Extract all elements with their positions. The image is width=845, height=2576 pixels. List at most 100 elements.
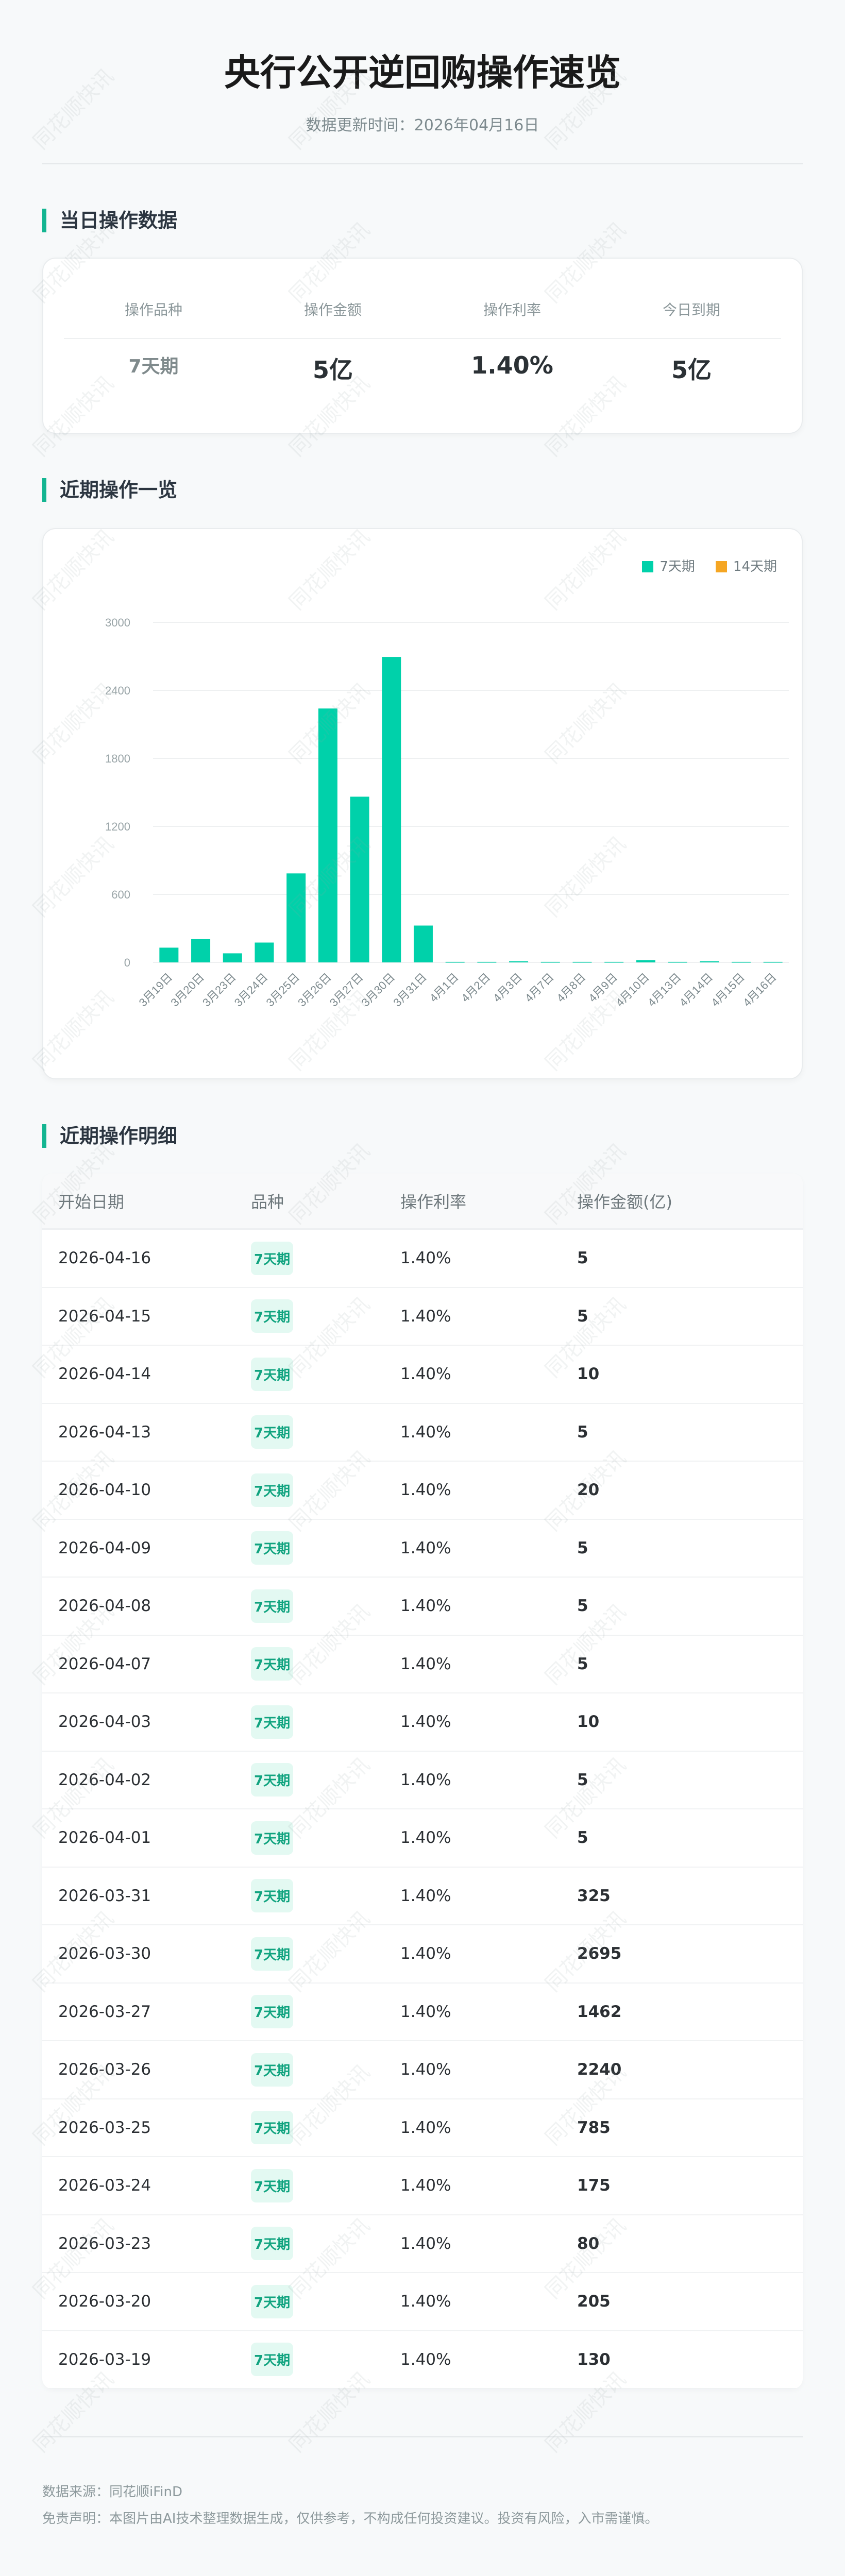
x-tick-label: 4月13日 (645, 971, 684, 1009)
col-header-date: 开始日期 (58, 1192, 125, 1212)
cell-rate: 1.40% (400, 1365, 451, 1384)
cell-amount: 175 (577, 2176, 611, 2195)
cell-rate: 1.40% (400, 1886, 451, 1905)
cell-type: 7天期 (251, 1531, 400, 1565)
type-badge: 7天期 (251, 1705, 294, 1739)
cell-date: 2026-03-24 (58, 2176, 151, 2195)
cell-type: 7天期 (251, 2053, 400, 2087)
cell-date: 2026-03-31 (58, 1886, 151, 1905)
stat-labels: 操作品种 操作金额 操作利率 今日到期 (64, 299, 781, 319)
table-row: 2026-03-27 7天期 1.40% 1462 (42, 1984, 803, 2041)
x-tick-label: 4月7日 (522, 971, 556, 1005)
chart-card: 7天期 14天期 0 600 1200 1800 2400 3000 3月19日 3月20日 3… (42, 528, 803, 1079)
bar-chart: 0 600 1200 1800 2400 3000 3月19日3月20日3月23日3月24日… (105, 616, 789, 1009)
table-row: 2026-04-07 7天期 1.40% 5 (42, 1636, 803, 1693)
cell-date: 2026-04-08 (58, 1597, 151, 1616)
cell-amount: 5 (577, 1654, 588, 1673)
table-row: 2026-03-30 7天期 1.40% 2695 (42, 1925, 803, 1984)
y-tick-label: 3000 (105, 616, 130, 629)
table-row: 2026-03-19 7天期 1.40% 130 (42, 2331, 803, 2389)
bar-7d (318, 708, 337, 962)
col-header-amount: 操作金额(亿) (577, 1192, 672, 1212)
header-divider (42, 163, 803, 164)
bar-7d (763, 961, 783, 963)
col-header-type: 品种 (251, 1192, 284, 1212)
cell-rate: 1.40% (400, 2350, 451, 2369)
x-tick-label: 3月27日 (327, 971, 366, 1009)
cell-date: 2026-03-27 (58, 2002, 151, 2021)
table-row: 2026-04-13 7天期 1.40% 5 (42, 1404, 803, 1462)
cell-type: 7天期 (251, 1241, 400, 1275)
type-badge: 7天期 (251, 1879, 294, 1913)
table-row: 2026-04-01 7天期 1.40% 5 (42, 1809, 803, 1868)
cell-amount: 205 (577, 2292, 611, 2311)
cell-rate: 1.40% (400, 1770, 451, 1789)
cell-date: 2026-04-07 (58, 1654, 151, 1673)
stat-label-type: 操作品种 (124, 301, 182, 318)
bar-7d (413, 925, 433, 962)
cell-rate: 1.40% (400, 1307, 451, 1326)
x-tick-label: 4月8日 (554, 971, 588, 1005)
table-row: 2026-03-26 7天期 1.40% 2240 (42, 2041, 803, 2099)
bar-7d (286, 873, 306, 962)
y-tick-label: 1800 (105, 752, 130, 765)
type-badge: 7天期 (251, 2343, 294, 2377)
cell-rate: 1.40% (400, 2118, 451, 2137)
table-row: 2026-04-14 7天期 1.40% 10 (42, 1346, 803, 1404)
cell-date: 2026-04-09 (58, 1538, 151, 1557)
x-tick-label: 4月10日 (613, 971, 652, 1009)
bar-7d (477, 961, 497, 963)
legend-item-7d[interactable]: 7天期 (642, 556, 695, 575)
cell-amount: 5 (577, 1770, 588, 1789)
table-row: 2026-04-02 7天期 1.40% 5 (42, 1752, 803, 1809)
type-badge: 7天期 (251, 1995, 294, 2029)
table-row: 2026-04-15 7天期 1.40% 5 (42, 1288, 803, 1346)
type-badge: 7天期 (251, 2227, 294, 2261)
detail-table: 开始日期 品种 操作利率 操作金额(亿) 2026-04-16 7天期 1.40… (42, 1174, 803, 2389)
cell-amount: 5 (577, 1538, 588, 1557)
cell-type: 7天期 (251, 1473, 400, 1507)
stat-value-amount: 5亿 (312, 356, 353, 384)
bar-7d (159, 947, 179, 962)
bar-7d (445, 961, 465, 963)
type-badge: 7天期 (251, 1473, 294, 1507)
x-tick-label: 3月26日 (295, 971, 334, 1009)
cell-amount: 785 (577, 2118, 611, 2137)
x-tick-label: 4月2日 (459, 971, 493, 1005)
cell-type: 7天期 (251, 1357, 400, 1391)
table-header: 开始日期 品种 操作利率 操作金额(亿) (42, 1174, 803, 1230)
stat-value-maturity: 5亿 (671, 356, 712, 384)
table-row: 2026-03-20 7天期 1.40% 205 (42, 2273, 803, 2331)
cell-rate: 1.40% (400, 1481, 451, 1500)
cell-amount: 5 (577, 1249, 588, 1268)
cell-type: 7天期 (251, 2284, 400, 2318)
cell-date: 2026-04-02 (58, 1770, 151, 1789)
y-tick-label: 2400 (105, 684, 130, 697)
bar-7d (700, 961, 719, 962)
x-tick-label: 4月3日 (491, 971, 525, 1005)
cell-type: 7天期 (251, 1937, 400, 1971)
legend-label-7d: 7天期 (660, 559, 695, 574)
stat-values: 7天期 5亿 1.40% 5亿 (64, 351, 781, 385)
table-row: 2026-04-16 7天期 1.40% 5 (42, 1230, 803, 1288)
cell-amount: 130 (577, 2350, 611, 2369)
cell-amount: 10 (577, 1713, 600, 1732)
table-row: 2026-04-08 7天期 1.40% 5 (42, 1578, 803, 1636)
today-stats-card: 操作品种 操作金额 操作利率 今日到期 7天期 5亿 1.40% 5亿 (42, 258, 803, 434)
legend-item-14d[interactable]: 14天期 (715, 556, 777, 575)
x-tick-label: 4月16日 (740, 971, 779, 1009)
chart-legend: 7天期 14天期 (642, 556, 777, 575)
stat-label-maturity: 今日到期 (662, 301, 720, 318)
cell-date: 2026-04-10 (58, 1481, 151, 1500)
bar-7d (604, 961, 624, 963)
x-tick-label: 3月25日 (263, 971, 302, 1009)
bar-7d (731, 961, 751, 963)
cell-date: 2026-04-03 (58, 1713, 151, 1732)
cell-type: 7天期 (251, 1647, 400, 1681)
bar-7d (350, 796, 369, 962)
type-badge: 7天期 (251, 1821, 294, 1855)
stat-divider (64, 338, 781, 339)
cell-amount: 5 (577, 1828, 588, 1848)
type-badge: 7天期 (251, 1299, 294, 1333)
cell-amount: 80 (577, 2234, 600, 2253)
